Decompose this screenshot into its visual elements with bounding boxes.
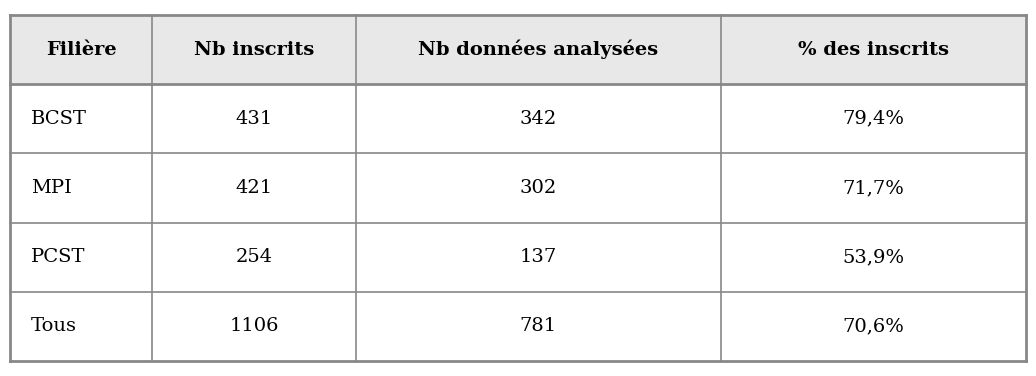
Bar xyxy=(10,153,1026,223)
Text: PCST: PCST xyxy=(31,248,86,266)
Text: 137: 137 xyxy=(520,248,557,266)
Text: Filière: Filière xyxy=(47,41,117,59)
Text: 342: 342 xyxy=(520,110,557,128)
Text: 302: 302 xyxy=(520,179,557,197)
Text: 421: 421 xyxy=(235,179,272,197)
Text: 53,9%: 53,9% xyxy=(842,248,904,266)
Text: 79,4%: 79,4% xyxy=(842,110,904,128)
Text: % des inscrits: % des inscrits xyxy=(798,41,949,59)
Text: Nb données analysées: Nb données analysées xyxy=(419,40,658,59)
Text: 254: 254 xyxy=(235,248,272,266)
Text: 781: 781 xyxy=(520,317,557,335)
Bar xyxy=(10,292,1026,361)
Text: 70,6%: 70,6% xyxy=(842,317,904,335)
Bar xyxy=(10,15,1026,84)
Text: MPI: MPI xyxy=(31,179,71,197)
Text: 1106: 1106 xyxy=(229,317,279,335)
Text: Nb inscrits: Nb inscrits xyxy=(194,41,314,59)
Bar xyxy=(10,223,1026,292)
Text: BCST: BCST xyxy=(31,110,87,128)
Text: 431: 431 xyxy=(235,110,272,128)
Text: 71,7%: 71,7% xyxy=(842,179,904,197)
Text: Tous: Tous xyxy=(31,317,77,335)
Bar xyxy=(10,84,1026,153)
